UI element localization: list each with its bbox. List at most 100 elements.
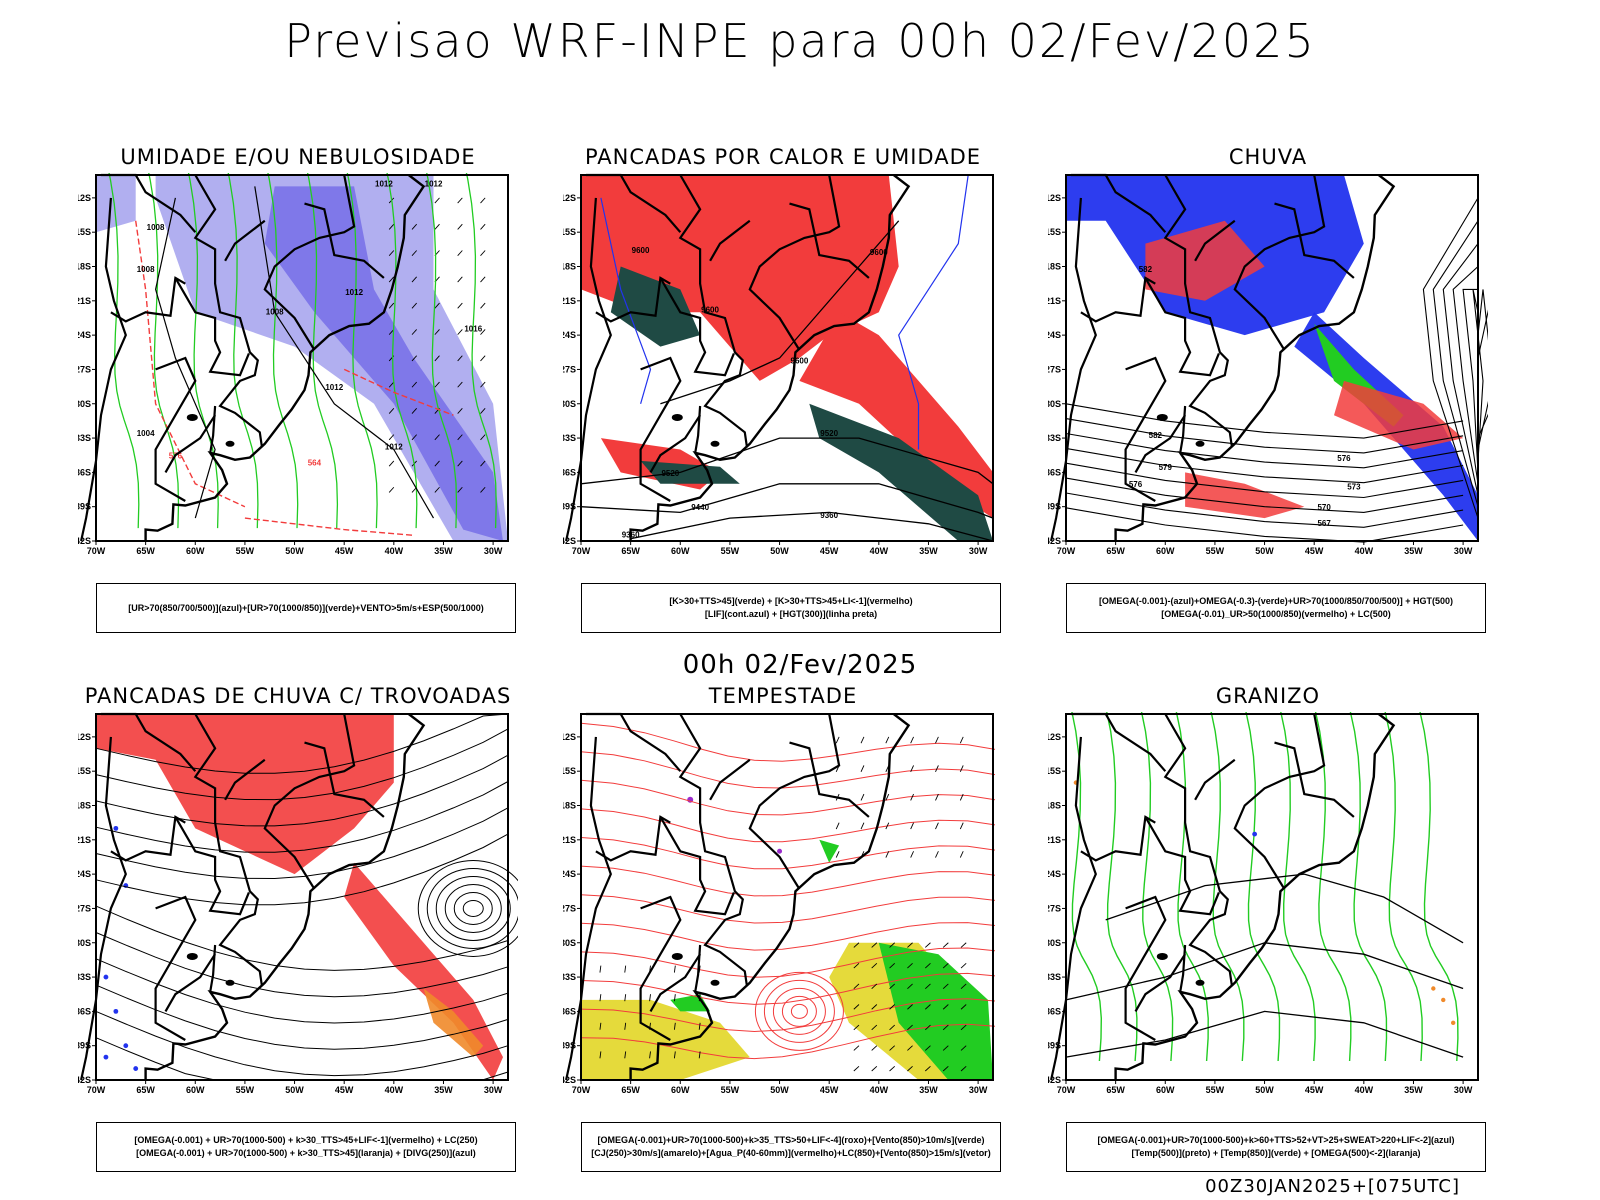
lon-label: 65W: [621, 546, 640, 556]
panel-title: GRANIZO: [1215, 684, 1321, 708]
border-line: [1163, 174, 1233, 447]
political-borders: [565, 173, 911, 542]
wind-vector: [910, 765, 914, 773]
wind-vector: [924, 1004, 931, 1010]
lat-label: 39S: [1048, 502, 1061, 512]
temp500-contour: [1105, 873, 1464, 944]
wind-vector: [860, 765, 865, 773]
circulation-contour: [426, 867, 518, 949]
hgt-contour: [1065, 462, 1464, 499]
humidity-fields: [96, 175, 508, 541]
lake: [671, 952, 683, 960]
wind-vector: [924, 963, 931, 969]
temp850-contour: [1384, 712, 1423, 1062]
border-line: [709, 758, 751, 801]
lon-label: 45W: [820, 1085, 839, 1095]
unstable-area: [581, 175, 899, 381]
hgt-contour: [1065, 507, 1464, 543]
legend-line: [OMEGA(-0.001)+UR>70(1000-500)+k>60+TTS>…: [1097, 1135, 1455, 1145]
wind-vector: [889, 963, 896, 969]
wind-vector: [411, 302, 418, 309]
wind-vector: [907, 1065, 913, 1072]
wind-vector: [942, 942, 949, 948]
valid-time-label: 00h 02/Fev/2025: [682, 650, 918, 680]
lat-label: 42S: [78, 536, 91, 546]
lc850-streamline: [580, 808, 996, 843]
political-borders: [80, 712, 426, 1081]
lake: [710, 979, 720, 986]
vortex-contour: [754, 971, 844, 1051]
contour-label: 9520: [661, 469, 679, 478]
temp850-contour: [1210, 712, 1245, 1062]
lon-label: 55W: [1206, 1085, 1225, 1095]
border-line: [595, 276, 671, 323]
wind-vector: [860, 736, 865, 744]
lat-label: 21S: [78, 296, 91, 306]
wind-vector: [480, 486, 486, 493]
lifted-index-contours: [600, 174, 969, 450]
wind-vector: [457, 197, 463, 204]
border-line: [595, 815, 671, 862]
coastline: [144, 713, 426, 1080]
thunder-area: [96, 714, 394, 875]
temp500-contour: [1065, 1010, 1464, 1058]
green-contour: [386, 173, 418, 529]
border-line: [1233, 713, 1326, 890]
lat-label: 27S: [563, 364, 576, 374]
border-line: [304, 202, 385, 279]
lon-label: 50W: [770, 546, 789, 556]
wind-vector: [599, 1051, 602, 1059]
moist-area: [610, 266, 701, 347]
lat-label: 36S: [563, 467, 576, 477]
contour-label: 1016: [464, 325, 482, 334]
map-background: [1066, 714, 1478, 1080]
wind-vector: [871, 942, 878, 948]
border-line: [565, 197, 612, 542]
wind-vector: [960, 983, 967, 989]
lon-label: 50W: [1255, 1085, 1274, 1095]
wind-vector: [457, 223, 463, 230]
wind-vector: [411, 276, 418, 283]
rain-red-area: [1145, 220, 1265, 301]
legend-line: [Temp(500)](preto) + [Temp(850)](verde) …: [1131, 1148, 1421, 1158]
lon-label: 45W: [335, 546, 354, 556]
panel-title: UMIDADE E/OU NEBULOSIDADE: [120, 145, 476, 169]
panel-pancadas-calor: PANCADAS POR CALOR E UMIDADE 9600 9600 960…: [563, 145, 1003, 633]
wind-vector: [457, 355, 463, 362]
lif-contour: [898, 174, 969, 450]
border-line: [1144, 816, 1220, 916]
wind-vector: [673, 965, 676, 973]
divergence-marks: [103, 825, 139, 1071]
storm-fields: [581, 796, 993, 1080]
vortex-contour: [790, 1003, 808, 1019]
wind-vector: [388, 408, 395, 414]
contour-label: 9360: [820, 511, 838, 520]
border-line: [193, 174, 263, 447]
streamline: [95, 807, 509, 880]
wind-vector: [434, 434, 440, 441]
lat-label: 30S: [1048, 399, 1061, 409]
lat-label: 33S: [563, 433, 576, 443]
border-line: [1050, 197, 1097, 542]
lat-label: 27S: [1048, 364, 1061, 374]
lon-label: 45W: [1305, 546, 1324, 556]
wind-vector: [910, 793, 914, 801]
lat-label: 15S: [1048, 766, 1061, 776]
rain-red-south: [1185, 472, 1305, 519]
divergence-dot: [133, 1066, 139, 1071]
border-line: [1194, 758, 1236, 801]
contour-label: 9600: [870, 248, 888, 257]
wind-vector: [924, 1065, 931, 1072]
legend-line: [LIF](cont.azul) + [HGT(300)](linha pret…: [704, 609, 878, 619]
border-line: [224, 219, 266, 262]
wind-vector: [480, 381, 486, 388]
lat-label: 42S: [1048, 1075, 1061, 1085]
lc250-streamlines: [95, 713, 518, 1081]
lat-label: 27S: [78, 364, 91, 374]
lat-label: 33S: [78, 433, 91, 443]
wind-vector: [673, 1051, 676, 1059]
wind-vector: [935, 793, 939, 801]
coastline: [629, 713, 911, 1080]
contour-label: 9600: [791, 357, 809, 366]
wind-vector: [480, 408, 486, 414]
